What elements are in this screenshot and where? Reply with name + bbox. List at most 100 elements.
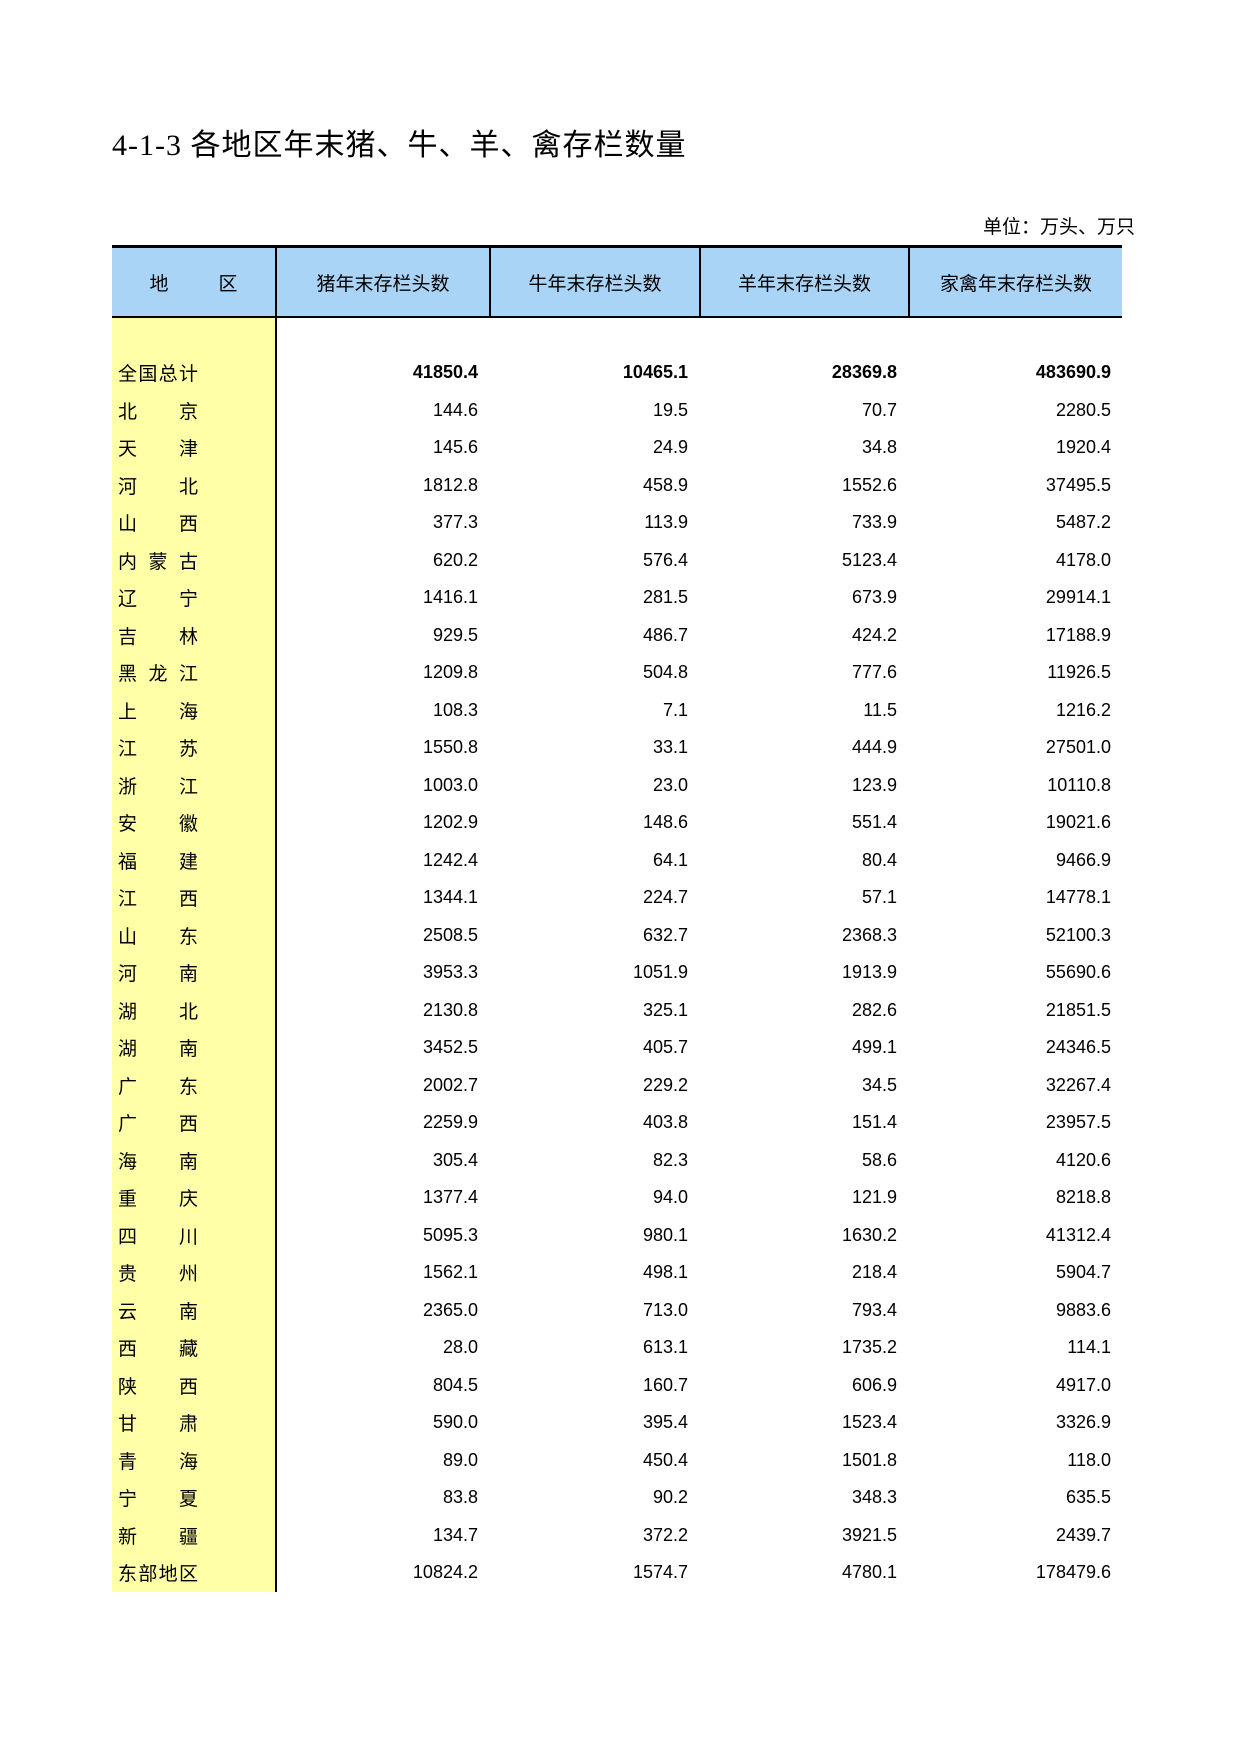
region-cell: 贵州 (112, 1259, 277, 1286)
cattle-value: 713.0 (642, 1299, 688, 1320)
table-row: 吉林 929.5 486.7 424.2 17188.9 (112, 617, 1122, 655)
region-name: 河南 (118, 964, 198, 986)
region-name: 新疆 (118, 1526, 198, 1548)
pig-value: 377.3 (432, 512, 478, 533)
sheep-value: 58.6 (861, 1149, 897, 1170)
table-row: 新疆 134.7 372.2 3921.5 2439.7 (112, 1517, 1122, 1555)
sheep-value: 2368.3 (841, 924, 897, 945)
region-cell: 新疆 (112, 1522, 277, 1549)
sheep-value: 34.5 (861, 1074, 897, 1095)
cattle-value: 23.0 (652, 774, 688, 795)
spacer-row (112, 318, 1122, 354)
region-cell: 海南 (112, 1147, 277, 1174)
region-cell: 云南 (112, 1297, 277, 1324)
region-name: 青海 (118, 1451, 198, 1473)
pig-value: 2002.7 (422, 1074, 478, 1095)
region-cell: 浙江 (112, 772, 277, 799)
table-row: 内蒙古 620.2 576.4 5123.4 4178.0 (112, 542, 1122, 580)
pig-value: 83.8 (442, 1487, 478, 1508)
cattle-value: 1574.7 (632, 1562, 688, 1583)
sheep-value: 70.7 (861, 399, 897, 420)
region-name: 内蒙古 (118, 551, 198, 573)
pig-value: 620.2 (432, 549, 478, 570)
sheep-value: 499.1 (851, 1037, 897, 1058)
table-row: 湖南 3452.5 405.7 499.1 24346.5 (112, 1029, 1122, 1067)
pig-value: 1242.4 (422, 849, 478, 870)
region-name: 广西 (118, 1114, 198, 1136)
cattle-value: 403.8 (642, 1112, 688, 1133)
sheep-value: 1552.6 (841, 474, 897, 495)
poultry-value: 1920.4 (1055, 437, 1111, 458)
sheep-value: 151.4 (851, 1112, 897, 1133)
cattle-value: 10465.1 (622, 362, 688, 383)
region-name: 云南 (118, 1301, 198, 1323)
region-name: 贵州 (118, 1264, 198, 1286)
sheep-value: 673.9 (851, 587, 897, 608)
region-name: 吉林 (118, 626, 198, 648)
poultry-value: 23957.5 (1045, 1112, 1111, 1133)
poultry-value: 24346.5 (1045, 1037, 1111, 1058)
cattle-value: 24.9 (652, 437, 688, 458)
region-name: 安徽 (118, 814, 198, 836)
region-cell: 江苏 (112, 734, 277, 761)
poultry-value: 19021.6 (1045, 812, 1111, 833)
cattle-value: 82.3 (652, 1149, 688, 1170)
region-name: 湖南 (118, 1039, 198, 1061)
table-header-row: 地区 猪年末存栏头数 牛年末存栏头数 羊年末存栏头数 家禽年末存栏头数 (112, 245, 1122, 318)
table-row: 浙江 1003.0 23.0 123.9 10110.8 (112, 767, 1122, 805)
poultry-value: 2280.5 (1055, 399, 1111, 420)
sheep-value: 57.1 (861, 887, 897, 908)
poultry-value: 4178.0 (1055, 549, 1111, 570)
region-cell: 西藏 (112, 1334, 277, 1361)
table-body: 全国总计 41850.4 10465.1 28369.8 483690.9 北京… (112, 318, 1122, 1592)
pig-value: 804.5 (432, 1374, 478, 1395)
table-row: 全国总计 41850.4 10465.1 28369.8 483690.9 (112, 354, 1122, 392)
table-row: 陕西 804.5 160.7 606.9 4917.0 (112, 1367, 1122, 1405)
table-row: 湖北 2130.8 325.1 282.6 21851.5 (112, 992, 1122, 1030)
table-row: 广西 2259.9 403.8 151.4 23957.5 (112, 1104, 1122, 1142)
page-title: 4-1-3 各地区年末猪、牛、羊、禽存栏数量 (112, 129, 687, 162)
table-row: 上海 108.3 7.1 11.5 1216.2 (112, 692, 1122, 730)
table-row: 黑龙江 1209.8 504.8 777.6 11926.5 (112, 654, 1122, 692)
cattle-value: 405.7 (642, 1037, 688, 1058)
table-row: 西藏 28.0 613.1 1735.2 114.1 (112, 1329, 1122, 1367)
pig-value: 108.3 (432, 699, 478, 720)
poultry-value: 55690.6 (1045, 962, 1111, 983)
cattle-value: 632.7 (642, 924, 688, 945)
table-row: 青海 89.0 450.4 1501.8 118.0 (112, 1442, 1122, 1480)
cattle-value: 450.4 (642, 1449, 688, 1470)
region-cell: 天津 (112, 434, 277, 461)
table-row: 安徽 1202.9 148.6 551.4 19021.6 (112, 804, 1122, 842)
poultry-value: 10110.8 (1047, 774, 1111, 795)
region-name: 甘肃 (118, 1414, 198, 1436)
pig-value: 1550.8 (422, 737, 478, 758)
livestock-table: 地区 猪年末存栏头数 牛年末存栏头数 羊年末存栏头数 家禽年末存栏头数 全国总计… (112, 245, 1122, 1592)
cattle-value: 395.4 (642, 1412, 688, 1433)
sheep-value: 5123.4 (841, 549, 897, 570)
region-cell: 四川 (112, 1222, 277, 1249)
sheep-value: 348.3 (851, 1487, 897, 1508)
region-cell: 安徽 (112, 809, 277, 836)
region-column-background (112, 318, 275, 1592)
pig-value: 1377.4 (422, 1187, 478, 1208)
column-header-pig: 猪年末存栏头数 (275, 248, 489, 316)
region-cell: 重庆 (112, 1184, 277, 1211)
region-cell: 辽宁 (112, 584, 277, 611)
sheep-value: 793.4 (851, 1299, 897, 1320)
region-name: 西藏 (118, 1339, 198, 1361)
column-header-region: 地区 (112, 248, 275, 316)
sheep-value: 1523.4 (841, 1412, 897, 1433)
poultry-value: 2439.7 (1055, 1524, 1111, 1545)
table-row: 宁夏 83.8 90.2 348.3 635.5 (112, 1479, 1122, 1517)
poultry-value: 32267.4 (1045, 1074, 1111, 1095)
region-cell: 黑龙江 (112, 659, 277, 686)
unit-note: 单位：万头、万只 (982, 217, 1135, 238)
table-row: 四川 5095.3 980.1 1630.2 41312.4 (112, 1217, 1122, 1255)
region-cell: 湖北 (112, 997, 277, 1024)
sheep-value: 424.2 (851, 624, 897, 645)
region-column-divider (275, 318, 277, 1592)
table-row: 海南 305.4 82.3 58.6 4120.6 (112, 1142, 1122, 1180)
cattle-value: 498.1 (642, 1262, 688, 1283)
region-cell: 广西 (112, 1109, 277, 1136)
sheep-value: 218.4 (851, 1262, 897, 1283)
